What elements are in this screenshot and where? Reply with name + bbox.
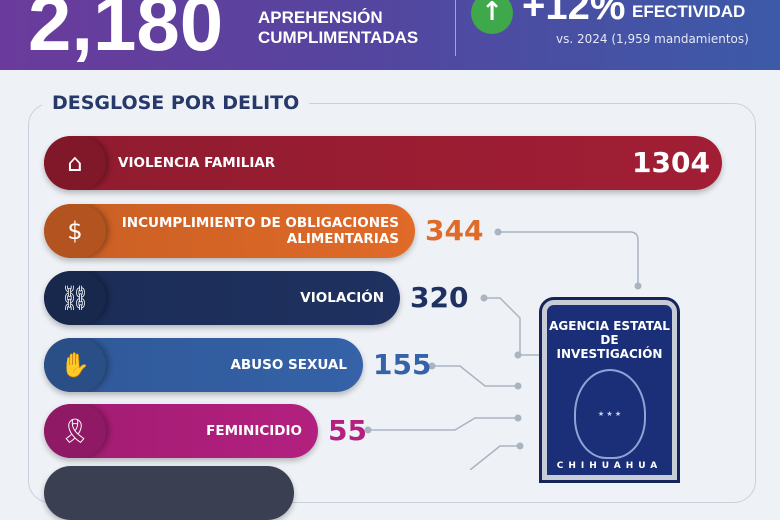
change-value: +12% xyxy=(522,0,626,28)
bar-label: VIOLENCIA FAMILIAR xyxy=(118,155,276,171)
bar-value: 344 xyxy=(425,214,484,247)
bar-5: 🎗 FEMINICIDIO xyxy=(44,404,318,458)
total-label-line2: CUMPLIMENTADAS xyxy=(258,28,419,47)
badge-state: CHIHUAHUA xyxy=(556,461,663,471)
bar-value: 320 xyxy=(410,281,469,314)
bar-label: ABUSO SEXUAL xyxy=(230,357,347,373)
connector-5 xyxy=(469,445,520,470)
ribbon-icon: 🎗 xyxy=(44,404,106,458)
comparison-text: vs. 2024 (1,959 mandamientos) xyxy=(556,32,749,46)
bar-value: 1304 xyxy=(632,146,710,179)
badge-line1: AGENCIA ESTATAL xyxy=(549,319,670,333)
chart-title: DESGLOSE POR DELITO xyxy=(42,92,310,114)
agency-badge-logo: AGENCIA ESTATAL DE INVESTIGACIÓN ★ ★ ★ C… xyxy=(539,297,680,483)
total-count: 2,180 xyxy=(28,0,224,67)
broken-chain-icon: ⛓ xyxy=(44,271,106,325)
connector-4 xyxy=(368,417,518,431)
connector-1 xyxy=(498,231,639,286)
stop-hand-icon: ✋ xyxy=(44,338,106,392)
arrow-up-icon: ↑ xyxy=(471,0,513,34)
bar-label: FEMINICIDIO xyxy=(206,423,302,439)
bar-3: ⛓ VIOLACIÓN xyxy=(44,271,400,325)
change-label: EFECTIVIDAD xyxy=(632,2,746,21)
total-label-line1: APREHENSIÓN xyxy=(258,8,383,27)
bar-label: INCUMPLIMIENTO DE OBLIGACIONES ALIMENTAR… xyxy=(121,215,399,247)
bar-label: VIOLACIÓN xyxy=(300,290,384,306)
bar-4: ✋ ABUSO SEXUAL xyxy=(44,338,363,392)
connector-lines xyxy=(364,228,642,470)
bar-value: 155 xyxy=(373,348,432,381)
bar-value: 55 xyxy=(328,414,367,447)
header: 2,180 APREHENSIÓN CUMPLIMENTADAS ↑ +12% … xyxy=(0,0,780,70)
seal-icon: ★ ★ ★ xyxy=(573,369,646,459)
divider xyxy=(455,0,456,56)
bar-partial xyxy=(44,466,294,520)
bar-1: ⌂ VIOLENCIA FAMILIAR xyxy=(44,136,722,190)
money-person-icon: $ xyxy=(44,204,106,258)
badge-line2: DE INVESTIGACIÓN xyxy=(556,333,663,361)
bar-2: $ INCUMPLIMIENTO DE OBLIGACIONES ALIMENTA… xyxy=(44,204,415,258)
connector-3 xyxy=(432,365,518,387)
connector-2 xyxy=(484,297,540,356)
shield-home-icon: ⌂ xyxy=(44,136,106,190)
